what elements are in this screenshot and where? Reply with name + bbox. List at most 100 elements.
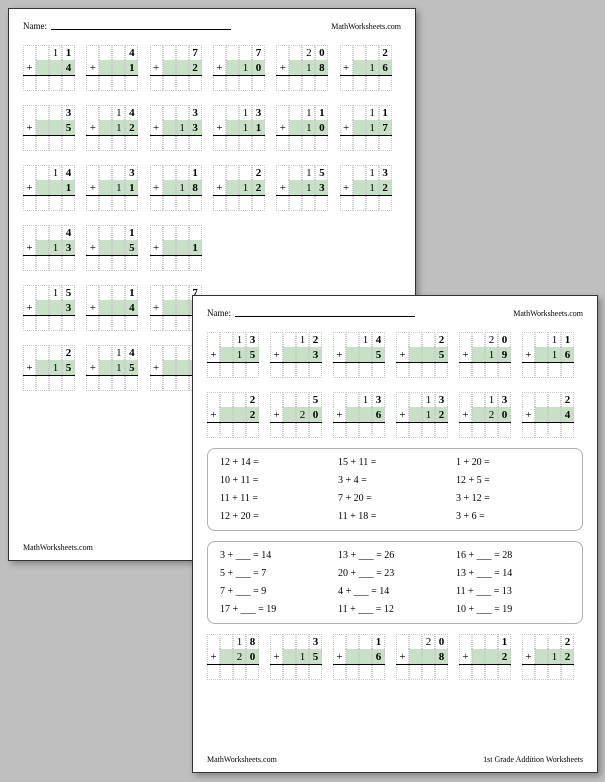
name-label: Name: [207,308,231,318]
answer-row [396,423,457,438]
answer-row [23,76,84,91]
name-label: Name: [23,21,47,31]
top-addend: 1 [86,285,147,300]
answer-row [276,196,337,211]
answer-row [213,76,274,91]
answer-row [213,136,274,151]
bottom-addend: +1 [150,240,211,255]
vertical-problem: 4+13 [23,225,84,271]
bottom-addend: +3 [270,347,331,362]
answer-row [23,376,84,391]
bottom-addend: +6 [333,649,394,664]
answer-row [207,363,268,378]
bottom-addend: +4 [23,60,84,75]
top-addend: 20 [459,332,520,347]
answer-row [333,363,394,378]
answer-row [86,256,147,271]
vertical-problem: 15+3 [23,285,84,331]
answer-row [23,196,84,211]
vertical-problem: 11+4 [23,45,84,91]
answer-row [276,136,337,151]
top-addend: 14 [86,105,147,120]
top-addend: 14 [333,332,394,347]
answer-row [86,136,147,151]
footer-title: 1st Grade Addition Worksheets [483,755,583,764]
bottom-addend: +5 [86,240,147,255]
horizontal-equation: 15 + 11 = [338,457,452,468]
name-underline [51,28,231,30]
top-addend: 2 [522,392,583,407]
bottom-addend: +4 [522,407,583,422]
top-addend: 13 [396,392,457,407]
bottom-addend: +5 [396,347,457,362]
vertical-problem: 3+11 [86,165,147,211]
vertical-problem: 7+2 [150,45,211,91]
top-addend: 2 [207,392,268,407]
equation-box-2: 3 + ___ = 1413 + ___ = 2616 + ___ = 285 … [207,541,583,624]
bottom-addend: +20 [270,407,331,422]
top-addend: 1 [333,634,394,649]
top-addend: 13 [459,392,520,407]
answer-row [207,665,268,680]
answer-row [522,665,583,680]
vertical-problem: 14+5 [333,332,394,378]
vertical-problem: 13+15 [207,332,268,378]
bottom-addend: +19 [459,347,520,362]
footer-site: MathWorksheets.com [23,543,93,552]
top-addend: 3 [270,634,331,649]
top-addend: 7 [213,45,274,60]
answer-row [150,196,211,211]
horizontal-equation: 3 + 4 = [338,475,452,486]
header: Name: MathWorksheets.com [207,308,583,318]
vertical-problem: 20+8 [396,634,457,680]
problem-grid-2-bottom: 18+203+151+620+81+22+12 [207,634,583,680]
vertical-problem: 1+18 [150,165,211,211]
answer-row [333,423,394,438]
bottom-addend: +12 [213,180,274,195]
answer-row [150,256,211,271]
bottom-addend: +18 [150,180,211,195]
site-label: MathWorksheets.com [513,309,583,318]
answer-row [23,136,84,151]
answer-row [23,316,84,331]
answer-row [150,76,211,91]
vertical-problem: 3+5 [23,105,84,151]
vertical-problem: 11+16 [522,332,583,378]
answer-row [340,76,401,91]
bottom-addend: +15 [23,360,84,375]
vertical-problem: 15+13 [276,165,337,211]
bottom-addend: +8 [396,649,457,664]
horizontal-equation: 10 + ___ = 19 [456,604,570,615]
bottom-addend: +17 [340,120,401,135]
horizontal-equation: 12 + 14 = [220,457,334,468]
horizontal-equation: 3 + 6 = [456,511,570,522]
bottom-addend: +13 [23,240,84,255]
name-field: Name: [207,308,513,318]
vertical-problem: 13+12 [396,392,457,438]
vertical-problem: 20+19 [459,332,520,378]
top-addend: 13 [333,392,394,407]
answer-row [270,363,331,378]
bottom-addend: +20 [459,407,520,422]
bottom-addend: +16 [522,347,583,362]
top-addend: 3 [86,165,147,180]
top-addend: 2 [522,634,583,649]
vertical-problem: 1+2 [459,634,520,680]
horizontal-equation: 11 + 18 = [338,511,452,522]
bottom-addend: +15 [270,649,331,664]
bottom-addend: +2 [207,407,268,422]
vertical-problem: 3+13 [150,105,211,151]
worksheet-page-2: Name: MathWorksheets.com 13+1512+314+52+… [192,295,598,773]
answer-row [340,196,401,211]
answer-row [459,363,520,378]
horizontal-equation: 12 + 20 = [220,511,334,522]
bottom-addend: +11 [213,120,274,135]
bottom-addend: +13 [150,120,211,135]
bottom-addend: +12 [86,120,147,135]
horizontal-equation: 4 + ___ = 14 [338,586,452,597]
top-addend: 20 [396,634,457,649]
horizontal-equation: 12 + 5 = [456,475,570,486]
top-addend: 18 [207,634,268,649]
top-addend [150,225,211,240]
horizontal-equation: 13 + ___ = 14 [456,568,570,579]
